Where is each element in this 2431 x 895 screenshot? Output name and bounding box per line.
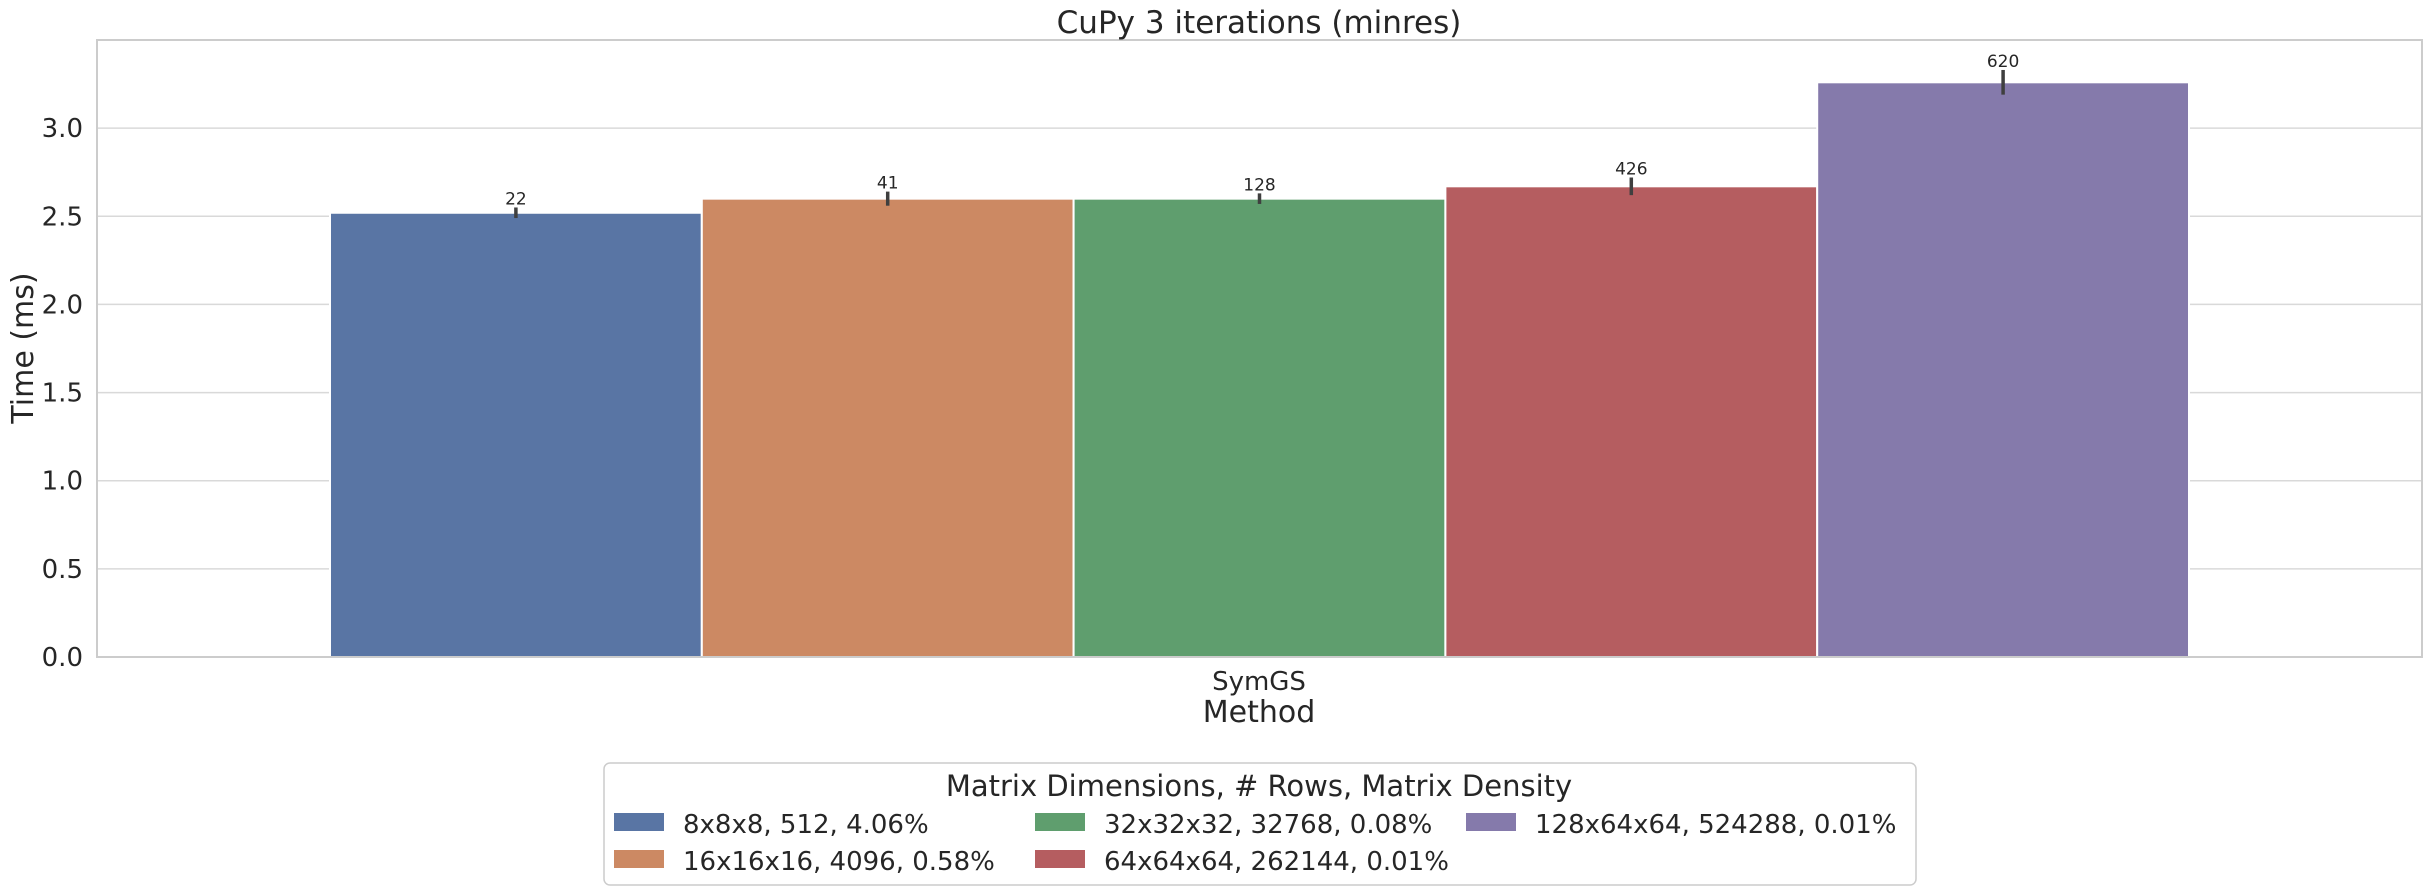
legend-swatch [614,813,664,831]
legend-items: 8x8x8, 512, 4.06% 16x16x16, 4096, 0.58% 32… [614,810,1896,877]
legend-swatch [1466,813,1516,831]
bar-data-label: 620 [1987,52,2019,72]
bar-data-label: 41 [877,174,899,194]
legend-label: 128x64x64, 524288, 0.01% [1535,810,1896,840]
legend-label: 32x32x32, 32768, 0.08% [1104,810,1432,840]
bars: 22 41 128 426 620 [329,52,2190,659]
legend: Matrix Dimensions, # Rows, Matrix Densit… [603,762,1917,886]
y-tick-label: 3.0 [42,114,83,144]
y-tick-label: 2.5 [42,202,83,232]
legend-label: 8x8x8, 512, 4.06% [683,810,929,840]
legend-box [603,762,1917,886]
legend-swatch [1035,850,1085,868]
y-tick-label: 1.5 [42,379,83,409]
y-tick-label: 0.0 [42,643,83,673]
bar [1444,185,1819,658]
x-axis-label: Method [1203,695,1316,730]
y-tick-label: 2.0 [42,290,83,320]
chart-title: CuPy 3 iterations (minres) [1057,5,1462,41]
x-tick-label: SymGS [1212,667,1306,697]
y-tick-label: 0.5 [42,555,83,585]
legend-swatch [614,850,664,868]
legend-label: 64x64x64, 262144, 0.01% [1104,847,1449,877]
bar-data-label: 426 [1615,160,1647,180]
bar [1072,197,1447,659]
legend-swatch [1035,813,1085,831]
legend-label: 16x16x16, 4096, 0.58% [683,847,995,877]
y-axis-label: Time (ms) [6,272,41,424]
bar [1816,81,2190,658]
legend-title: Matrix Dimensions, # Rows, Matrix Densit… [946,769,1572,803]
bar-data-label: 128 [1243,175,1275,195]
bar [329,211,703,658]
y-tick-label: 1.0 [42,467,83,497]
bar-data-label: 22 [505,189,527,209]
y-tick-labels: 0.0 0.5 1.0 1.5 2.0 2.5 3.0 [42,114,83,673]
plot-frame [96,39,2423,658]
bar [700,197,1075,659]
